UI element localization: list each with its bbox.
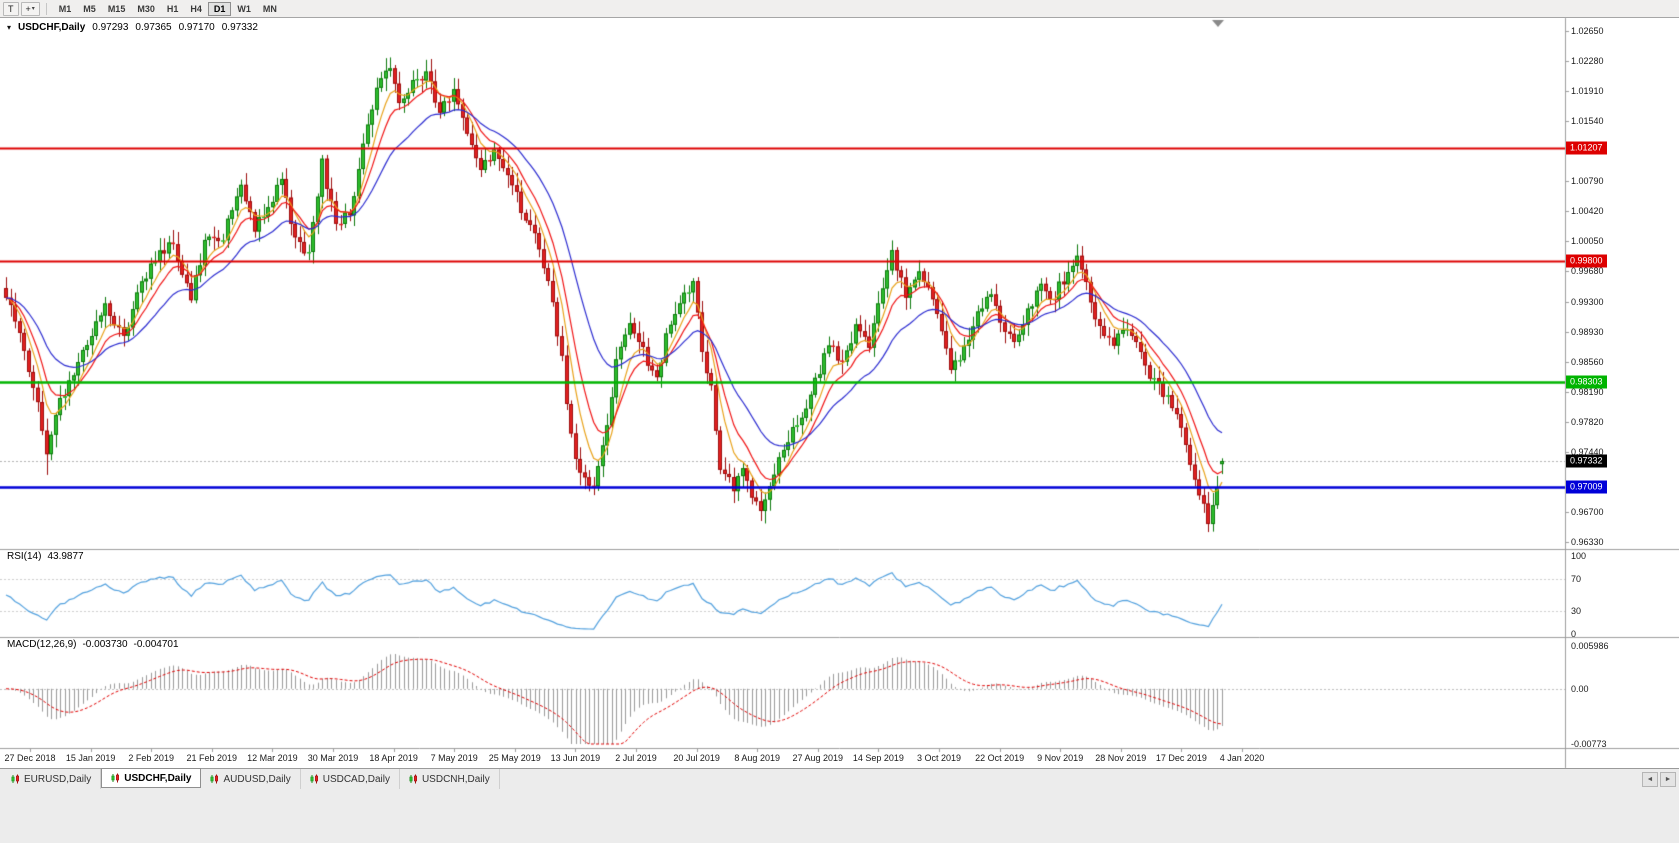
timeframe-button-m1[interactable]: M1 [53, 2, 78, 16]
crosshair-tool-button[interactable]: + ▾ [20, 1, 40, 16]
mini-chart-icon [11, 774, 20, 784]
timeframe-button-m5[interactable]: M5 [77, 2, 102, 16]
mini-chart-icon [409, 774, 418, 784]
chart-tabs-bar: EURUSD,Daily USDCHF,Daily AUDUSD,Daily USDC… [0, 768, 1679, 843]
chart-tab-usdcnh[interactable]: USDCNH,Daily [400, 769, 500, 789]
tab-scroll-right-button[interactable]: ► [1660, 772, 1676, 787]
timeframe-button-m15[interactable]: M15 [102, 2, 132, 16]
crosshair-tool-icon: + [25, 3, 31, 14]
mini-chart-icon [210, 774, 219, 784]
chart-tab-audusd[interactable]: AUDUSD,Daily [201, 769, 301, 789]
timeframe-buttons-group: M1 M5 M15 M30 H1 H4 D1 W1 MN [53, 1, 283, 16]
mini-chart-icon [111, 773, 120, 783]
mini-chart-icon [310, 774, 319, 784]
toolbar-separator [45, 2, 47, 15]
tab-label: USDCNH,Daily [421, 773, 490, 785]
toolbar: T + ▾ M1 M5 M15 M30 H1 H4 D1 W1 MN [0, 0, 1679, 18]
tab-label: USDCAD,Daily [322, 773, 390, 785]
chart-tab-usdchf[interactable]: USDCHF,Daily [101, 768, 202, 788]
chart-tab-eurusd[interactable]: EURUSD,Daily [2, 769, 102, 789]
timeframe-button-w1[interactable]: W1 [231, 2, 257, 16]
timeframe-button-m30[interactable]: M30 [131, 2, 161, 16]
timeframe-button-h4[interactable]: H4 [184, 2, 208, 16]
tab-label: USDCHF,Daily [124, 772, 192, 784]
chart-tabs: EURUSD,Daily USDCHF,Daily AUDUSD,Daily USDC… [0, 768, 1679, 789]
chevron-down-icon: ▾ [31, 6, 35, 12]
tab-scroll-buttons: ◄ ► [1642, 772, 1676, 787]
tab-scroll-left-button[interactable]: ◄ [1642, 772, 1658, 787]
tab-label: AUDUSD,Daily [223, 773, 291, 785]
timeframe-button-d1[interactable]: D1 [207, 1, 232, 16]
text-tool-icon: T [8, 3, 14, 14]
timeframe-button-h1[interactable]: H1 [161, 2, 185, 16]
tab-label: EURUSD,Daily [24, 773, 92, 785]
timeframe-button-mn[interactable]: MN [257, 2, 283, 16]
chart-tab-usdcad[interactable]: USDCAD,Daily [301, 769, 400, 789]
text-tool-button[interactable]: T [3, 1, 19, 16]
tool-buttons-group: T + ▾ [3, 1, 40, 16]
